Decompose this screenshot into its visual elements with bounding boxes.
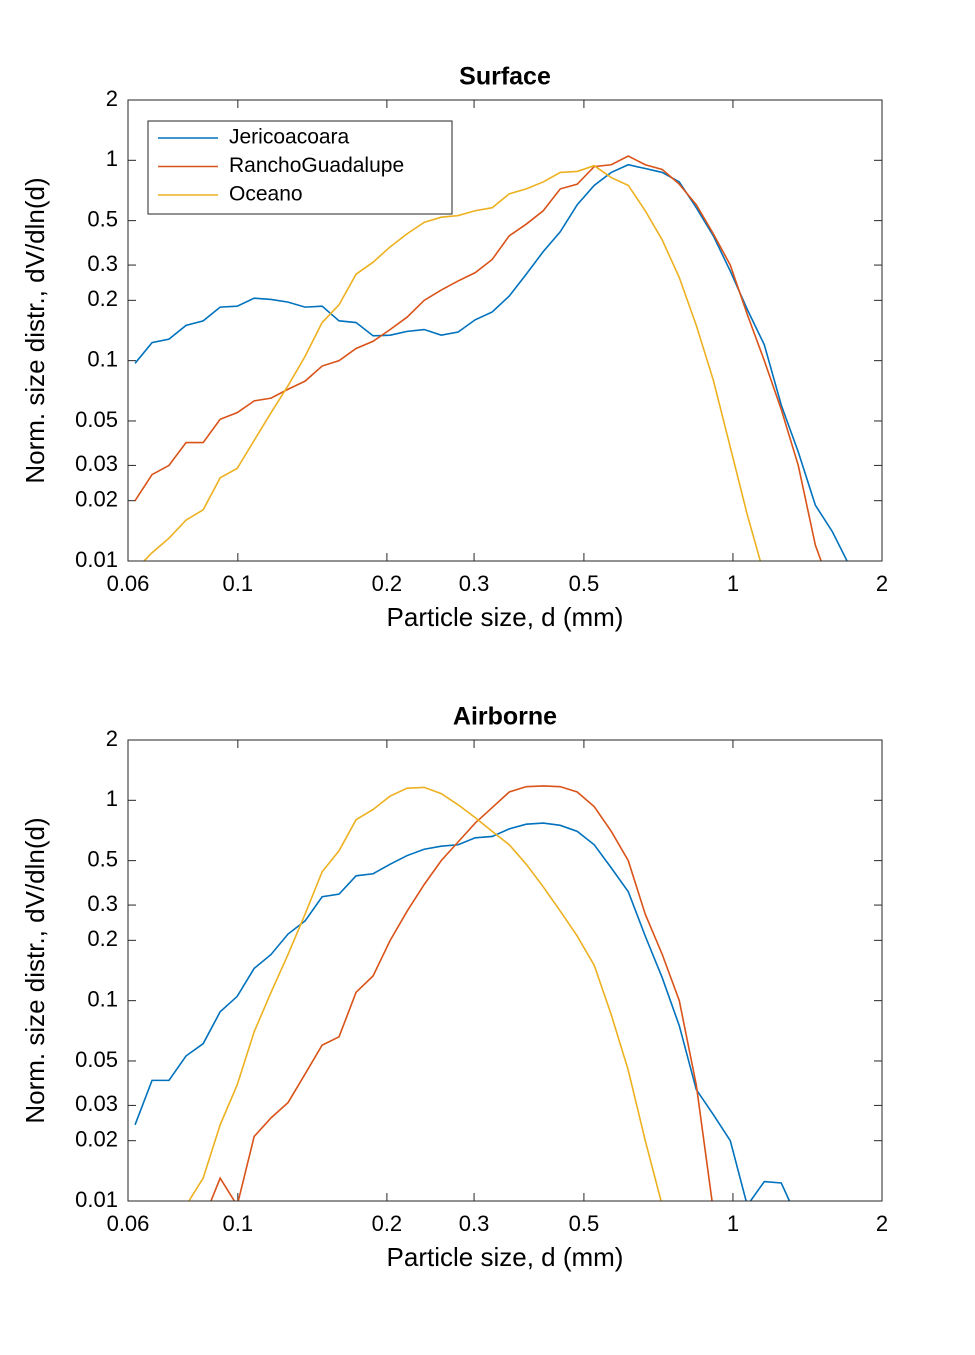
y-tick-label: 0.5 [87,206,118,231]
series-line [210,785,713,1201]
y-tick-label: 0.02 [75,487,118,512]
chart-title: Airborne [453,703,557,731]
legend-label: RanchoGuadalupe [229,154,404,177]
y-axis-label: Norm. size distr., dV/dln(d) [20,817,50,1123]
y-tick-label: 0.5 [87,846,118,871]
axes: 0.06 0.1 0.2 0.3 0.5 1 2 0.01 0.02 0.03 0.05 0.1 0.2… [20,703,888,1272]
legend-box [147,120,453,215]
chart-title: Surface [459,63,551,91]
y-tick-label: 2 [106,86,118,111]
x-tick-label: 0.5 [569,1211,600,1236]
x-axis-label: Particle size, d (mm) [387,602,624,632]
y-tick-label: 0.01 [75,547,118,572]
series-line [134,163,848,561]
x-tick-label: 2 [876,571,888,596]
y-tick-label: 0.05 [75,1047,118,1072]
axes-box [127,739,883,1202]
x-tick-label: 1 [727,571,739,596]
y-tick-label: 0.2 [87,926,118,951]
x-tick-label: 2 [876,1211,888,1236]
legend-label: Jericoacoara [229,126,350,149]
y-tick-label: 2 [106,726,118,751]
y-tick-label: 0.1 [87,986,118,1011]
x-tick-label: 0.1 [223,1211,254,1236]
y-tick-label: 0.2 [87,286,118,311]
x-axis-label: Particle size, d (mm) [387,1242,624,1272]
y-tick-label: 0.3 [87,251,118,276]
x-tick-label: 0.1 [223,571,254,596]
y-tick-label: 0.03 [75,1091,118,1116]
x-tick-label: 1 [727,1211,739,1236]
series-line [142,164,762,561]
legend: Jericoacoara RanchoGuadalupe Oceano [147,120,453,215]
legend-label: Oceano [229,183,303,206]
y-tick-label: 1 [106,146,118,171]
series-line [134,822,791,1201]
y-tick-label: 0.3 [87,891,118,916]
y-tick-label: 0.02 [75,1127,118,1152]
x-tick-label: 0.06 [107,571,150,596]
x-tick-label: 0.06 [107,1211,150,1236]
axes: 0.06 0.1 0.2 0.3 0.5 1 2 0.01 0.02 0.03 0.05 0.1 0.2… [20,63,888,632]
x-tick-label: 0.2 [372,571,403,596]
x-tick-label: 0.5 [569,571,600,596]
y-tick-label: 0.03 [75,451,118,476]
y-tick-label: 0.05 [75,407,118,432]
y-tick-label: 0.1 [87,346,118,371]
y-tick-label: 1 [106,786,118,811]
y-axis-label: Norm. size distr., dV/dln(d) [20,177,50,483]
series-line [187,786,662,1201]
x-tick-label: 0.3 [459,571,490,596]
x-tick-label: 0.2 [372,1211,403,1236]
series-line [134,155,822,561]
y-tick-label: 0.01 [75,1187,118,1212]
axes-box [127,99,883,562]
x-tick-label: 0.3 [459,1211,490,1236]
plot-area [128,740,882,1201]
